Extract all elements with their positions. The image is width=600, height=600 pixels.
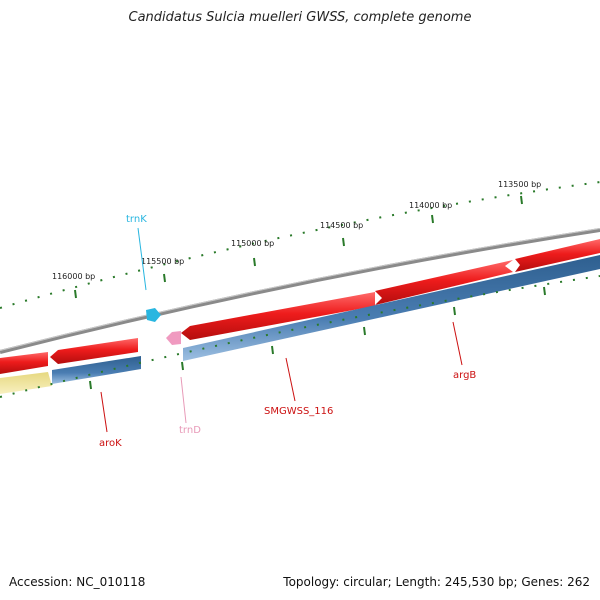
major-tick-116000: [74, 289, 77, 299]
inner-tick-ring: [0, 275, 600, 398]
major-tick-115500: [163, 273, 166, 283]
forward-cds-arok-upstream[interactable]: [50, 338, 138, 364]
leader-lines: [100, 227, 463, 433]
reverse-cds-arok[interactable]: [52, 356, 141, 384]
gene-label-arok[interactable]: aroK: [99, 438, 122, 449]
inner-major-tick-2: [181, 361, 184, 371]
trnk-leader: [137, 227, 147, 291]
forward-cds-smgwss-116[interactable]: [181, 292, 375, 340]
gene-label-trnd[interactable]: trnD: [179, 425, 201, 436]
misc-feature-left[interactable]: [0, 372, 52, 394]
scale-label-116000: 116000 bp: [52, 272, 95, 281]
scale-label-115500: 115500 bp: [141, 257, 184, 266]
inner-major-tick-6: [543, 286, 546, 296]
outer-tick-ring: [0, 181, 600, 309]
argb-leader: [452, 321, 463, 366]
scale-label-113500: 113500 bp: [498, 180, 541, 189]
arok-leader: [100, 391, 108, 433]
gene-label-trnk[interactable]: trnK: [126, 214, 147, 225]
scale-label-115000: 115000 bp: [231, 239, 274, 248]
scale-label-114000: 114000 bp: [409, 201, 452, 210]
trna-trnk-marker[interactable]: [146, 308, 161, 322]
accession-label: Accession: NC_010118: [9, 575, 146, 589]
gene-label-argb[interactable]: argB: [453, 370, 476, 381]
forward-cds-right[interactable]: [515, 239, 600, 272]
reverse-cds-long[interactable]: [183, 255, 600, 361]
major-tick-113500: [520, 195, 523, 205]
forward-cds-argb[interactable]: [375, 260, 513, 305]
trna-trnd-marker[interactable]: [166, 331, 181, 345]
inner-major-tick-4: [363, 326, 366, 336]
trnd-leader: [180, 376, 187, 424]
major-tick-114000: [431, 214, 434, 224]
smgwss-116-leader: [285, 357, 296, 402]
scale-labels: 116000 bp 115500 bp 115000 bp 114500 bp …: [52, 180, 541, 281]
gene-labels: trnK trnD aroK SMGWSS_116 argB: [99, 214, 476, 449]
topology-summary: Topology: circular; Length: 245,530 bp; …: [283, 575, 590, 589]
major-tick-115000: [253, 257, 256, 267]
scale-label-114500: 114500 bp: [320, 221, 363, 230]
inner-tick-dots: [0, 275, 600, 398]
inner-major-tick-3: [271, 345, 274, 355]
map-title: Candidatus Sulcia muelleri GWSS, complet…: [128, 10, 472, 25]
genome-backbone: [0, 228, 600, 354]
forward-cds-left-edge[interactable]: [0, 352, 48, 374]
genome-backbone-highlight: [0, 228, 600, 351]
major-tick-114500: [342, 237, 345, 247]
inner-major-tick-1: [89, 380, 92, 390]
forward-strand: [0, 239, 600, 374]
reverse-strand: [52, 255, 600, 384]
gene-label-smgwss-116[interactable]: SMGWSS_116: [264, 406, 333, 417]
inner-major-tick-5: [453, 306, 456, 316]
